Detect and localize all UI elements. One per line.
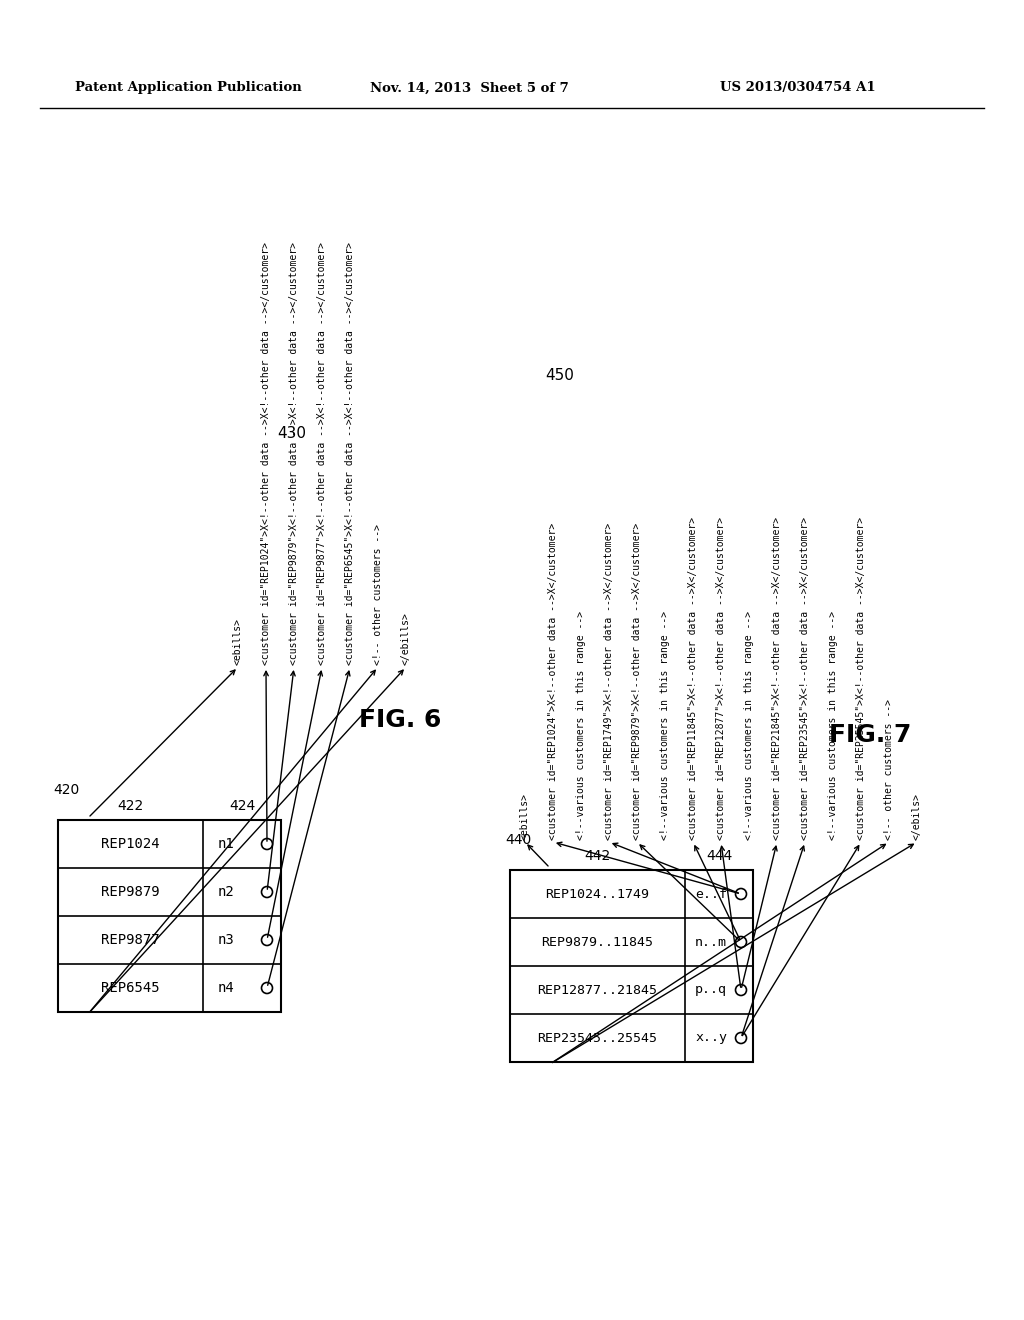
Text: </ebills>: </ebills> xyxy=(401,612,411,665)
Text: <customer id="REP9879">X<!--other data -->X<!--other data --></customer>: <customer id="REP9879">X<!--other data -… xyxy=(289,242,299,665)
Text: <customer id="REP12877">X<!--other data -->X</customer>: <customer id="REP12877">X<!--other data … xyxy=(716,517,726,840)
Text: <customer id="REP1024">X<!--other data -->X<!--other data --></customer>: <customer id="REP1024">X<!--other data -… xyxy=(261,242,271,665)
Text: </ebils>: </ebils> xyxy=(912,793,922,840)
Text: REP12877..21845: REP12877..21845 xyxy=(538,983,657,997)
Bar xyxy=(510,870,753,1063)
Text: REP9877: REP9877 xyxy=(101,933,160,946)
Text: <customer id="REP11845">X<!--other data -->X</customer>: <customer id="REP11845">X<!--other data … xyxy=(688,517,698,840)
Text: <!-- other customers -->: <!-- other customers --> xyxy=(373,524,383,665)
Text: 444: 444 xyxy=(706,849,732,863)
Text: n4: n4 xyxy=(218,981,234,995)
Text: p..q: p..q xyxy=(695,983,727,997)
Text: <customer id="REP21845">X<!--other data -->X</customer>: <customer id="REP21845">X<!--other data … xyxy=(772,517,782,840)
Text: n..m: n..m xyxy=(695,936,727,949)
Text: n1: n1 xyxy=(218,837,234,851)
Text: x..y: x..y xyxy=(695,1031,727,1044)
Text: Nov. 14, 2013  Sheet 5 of 7: Nov. 14, 2013 Sheet 5 of 7 xyxy=(370,82,568,95)
Text: n2: n2 xyxy=(218,884,234,899)
Text: REP6545: REP6545 xyxy=(101,981,160,995)
Text: <customer id="REP9877">X<!--other data -->X<!--other data --></customer>: <customer id="REP9877">X<!--other data -… xyxy=(317,242,327,665)
Text: <ebills>: <ebills> xyxy=(520,793,530,840)
Text: 424: 424 xyxy=(229,799,255,813)
Text: 450: 450 xyxy=(546,367,574,383)
Text: e..f: e..f xyxy=(695,887,727,900)
Text: <!-- other customers -->: <!-- other customers --> xyxy=(884,700,894,840)
Text: <!--various customers in this range -->: <!--various customers in this range --> xyxy=(660,611,670,840)
Text: REP1024: REP1024 xyxy=(101,837,160,851)
Text: FIG. 7: FIG. 7 xyxy=(828,723,911,747)
Text: FIG. 6: FIG. 6 xyxy=(358,708,441,733)
Text: <customer id="REP9879">X<!--other data -->X</customer>: <customer id="REP9879">X<!--other data -… xyxy=(632,523,642,840)
Text: Patent Application Publication: Patent Application Publication xyxy=(75,82,302,95)
Text: <ebills>: <ebills> xyxy=(233,618,243,665)
Text: 440: 440 xyxy=(505,833,531,847)
Bar xyxy=(58,820,281,1012)
Text: <!--various customers in this range -->: <!--various customers in this range --> xyxy=(828,611,838,840)
Text: REP23545..25545: REP23545..25545 xyxy=(538,1031,657,1044)
Text: <!--various customers in this range -->: <!--various customers in this range --> xyxy=(575,611,586,840)
Text: REP9879: REP9879 xyxy=(101,884,160,899)
Text: REP1024..1749: REP1024..1749 xyxy=(546,887,649,900)
Text: <customer id="REP23545">X<!--other data -->X</customer>: <customer id="REP23545">X<!--other data … xyxy=(800,517,810,840)
Text: 420: 420 xyxy=(53,783,79,797)
Text: US 2013/0304754 A1: US 2013/0304754 A1 xyxy=(720,82,876,95)
Text: <customer id="REP6545">X<!--other data -->X<!--other data --></customer>: <customer id="REP6545">X<!--other data -… xyxy=(345,242,355,665)
Text: REP9879..11845: REP9879..11845 xyxy=(542,936,653,949)
Text: n3: n3 xyxy=(218,933,234,946)
Text: <customer id="REP25545">X<!--other data -->X</customer>: <customer id="REP25545">X<!--other data … xyxy=(856,517,866,840)
Text: <!--various customers in this range -->: <!--various customers in this range --> xyxy=(744,611,754,840)
Text: <customer id="REP1749">X<!--other data -->X</customer>: <customer id="REP1749">X<!--other data -… xyxy=(604,523,614,840)
Text: 430: 430 xyxy=(278,425,306,441)
Text: 442: 442 xyxy=(585,849,610,863)
Text: <customer id="REP1024">X<!--other data -->X</customer>: <customer id="REP1024">X<!--other data -… xyxy=(548,523,558,840)
Text: 422: 422 xyxy=(118,799,143,813)
